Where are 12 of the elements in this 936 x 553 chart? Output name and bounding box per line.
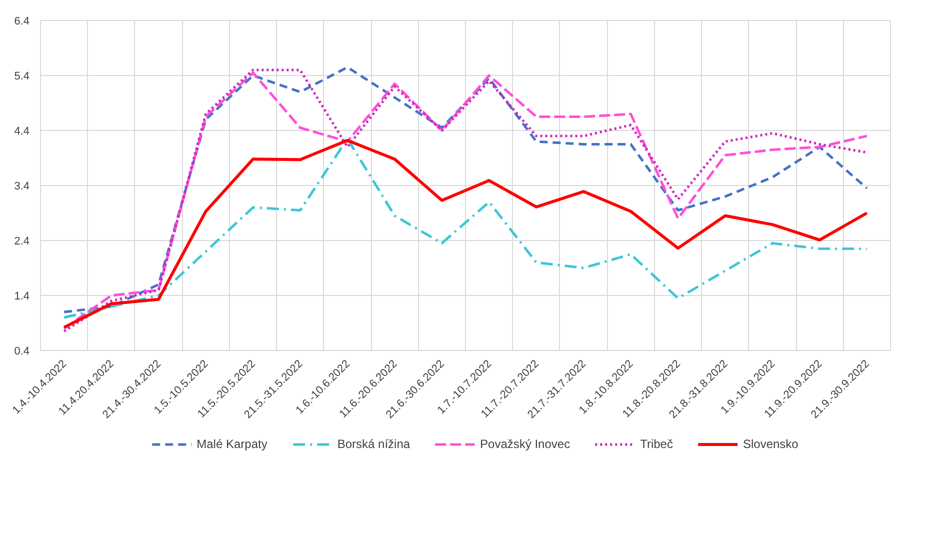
legend-label: Slovensko xyxy=(742,437,798,451)
y-tick-label: 3.4 xyxy=(14,180,30,192)
y-tick-label: 1.4 xyxy=(14,290,30,302)
y-tick-label: 6.4 xyxy=(14,16,30,28)
y-tick-label: 2.4 xyxy=(14,236,30,248)
legend-label: Považský Inovec xyxy=(480,437,570,451)
legend-label: Tribeč xyxy=(640,437,673,451)
legend-label: Malé Karpaty xyxy=(196,437,268,451)
legend-label: Borská nížina xyxy=(337,437,410,451)
y-tick-label: 0.4 xyxy=(14,346,30,358)
y-tick-label: 4.4 xyxy=(14,126,30,138)
y-tick-label: 5.4 xyxy=(14,70,30,82)
